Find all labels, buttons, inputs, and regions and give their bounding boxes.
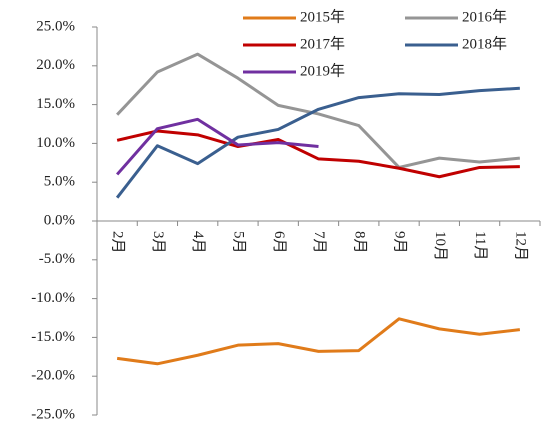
- series-line: [116, 317, 521, 366]
- y-tick-label: 10.0%: [36, 135, 75, 151]
- x-tick-label: 4月: [190, 231, 206, 254]
- legend-label: 2019年: [300, 62, 345, 79]
- series-line: [116, 117, 319, 176]
- y-tick-label: -5.0%: [39, 251, 75, 267]
- x-tick-label: 10月: [432, 231, 448, 261]
- x-tick-label: 2月: [110, 231, 126, 254]
- x-tick-label: 6月: [271, 231, 287, 254]
- y-tick-label: -10.0%: [31, 290, 75, 306]
- x-tick-label: 12月: [512, 231, 528, 261]
- y-tick-label: -15.0%: [31, 329, 75, 345]
- y-tick-label: -20.0%: [31, 368, 75, 384]
- legend-label: 2017年: [300, 35, 345, 52]
- legend-label: 2015年: [300, 8, 345, 25]
- y-tick-label: 5.0%: [44, 174, 75, 190]
- x-tick-label: 9月: [392, 231, 408, 254]
- legend-label: 2018年: [462, 35, 507, 52]
- x-tick-label: 8月: [351, 231, 367, 254]
- y-tick-label: 0.0%: [44, 212, 75, 228]
- legend-label: 2016年: [462, 8, 507, 25]
- x-tick-label: 3月: [150, 231, 166, 254]
- series-line: [116, 129, 520, 179]
- y-tick-label: 25.0%: [36, 18, 75, 34]
- y-tick-label: 20.0%: [36, 57, 75, 73]
- x-tick-label: 5月: [231, 231, 247, 254]
- y-tick-label: -25.0%: [31, 406, 75, 422]
- x-tick-label: 11月: [472, 231, 488, 260]
- y-tick-label: 15.0%: [36, 96, 75, 112]
- series-line: [115, 86, 520, 199]
- x-tick-label: 7月: [311, 231, 327, 254]
- series-line: [116, 52, 521, 169]
